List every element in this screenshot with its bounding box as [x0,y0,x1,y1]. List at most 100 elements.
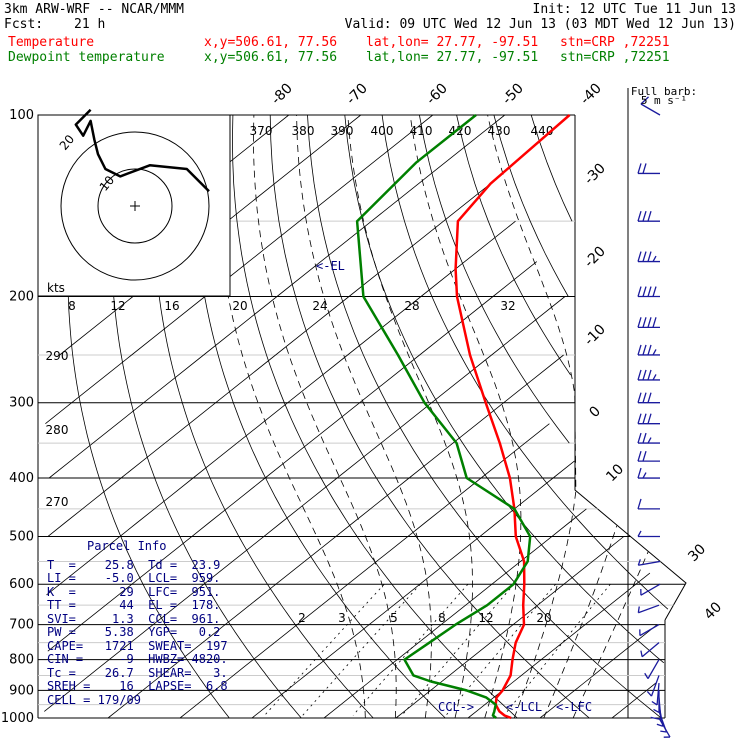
model-title: 3km ARW-WRF -- NCAR/MMM [4,2,185,17]
hodograph-ring [97,168,173,244]
isotherm-line [44,296,566,712]
pressure-tick-label: 400 [9,471,34,486]
moist-adiabat-line [296,114,432,719]
isotherm-label: -20 [581,243,608,270]
pressure-tick-label: 700 [9,618,34,633]
wind-barb-flag [647,317,652,328]
theta-label: 270 [46,495,69,509]
hodograph-units-label: kts [47,281,65,295]
valid-time: Valid: 09 UTC Wed 12 Jun 13 (03 MDT Wed … [344,17,736,32]
wind-barb-flag [647,413,652,424]
pressure-tick-label: 100 [9,108,34,123]
wind-barb [637,286,660,298]
mixing-ratio-line [302,583,421,716]
isotherm-label: -60 [423,80,450,107]
pressure-tick-label: 600 [9,577,34,592]
theta-label: 410 [410,124,433,138]
wind-barb [637,432,660,444]
wind-barb-flag [640,96,649,105]
wind-barb-flag [647,392,652,403]
moist-adiabat-line [347,114,473,719]
dry-adiabat-line [152,114,374,719]
pressure-tick-label: 500 [9,529,34,544]
dry-adiabat-line [344,114,665,664]
wind-barb-staff [650,675,660,697]
moist-adiabat-line [572,551,649,719]
mixing-ratio-line [264,583,385,716]
dewpoint-legend-name: Dewpoint temperature [8,50,165,65]
wind-barb-flag [637,559,641,566]
wind-barb [640,96,661,116]
dry-adiabat-line [493,114,569,297]
mixing-ratio-label: 16 [164,299,179,313]
parcel-info-line: CELL = 179/09 [47,692,141,707]
isotherm-label: 30 [685,541,709,565]
theta-label: 400 [371,124,394,138]
isotherm-label: -70 [343,80,370,107]
wind-barb [637,467,660,479]
parcel-info-line: LI = -5.0 LCL= 959. [47,571,221,585]
wind-barb-flag [642,251,647,262]
ccl-marker: CCL-> [438,700,474,714]
wind-barb-flag [656,723,664,727]
wind-legend-title: Full barb: [631,85,697,98]
pressure-tick-label: 900 [9,683,34,698]
dry-adiabat-line [193,114,446,719]
isotherm-line [48,114,506,479]
wind-barb-flag [642,472,647,479]
isotherm-label: -40 [577,80,604,107]
mixing-ratio-label: 2 [298,611,306,625]
wind-barb [646,675,660,697]
parcel-info-title: Parcel Info [87,539,167,553]
wind-barb-flag [652,255,657,262]
wind-barb [644,659,660,679]
wind-barb [637,604,660,614]
mixing-ratio-label: 20 [232,299,247,313]
mixing-ratio-label: 32 [500,299,515,313]
mixing-ratio-label: 3 [338,611,346,625]
isotherm-line [179,423,550,719]
isotherm-line [251,460,575,719]
dry-adiabat-line [381,114,669,610]
wind-barb [637,498,660,510]
wind-barb-flag [647,369,652,381]
mixing-ratio-label: 28 [404,299,419,313]
wind-barb-flag [642,210,647,222]
wind-barb-flag [647,210,652,222]
isotherm-line [47,261,538,652]
theta-label: 280 [46,423,69,437]
isotherm-label: -10 [581,321,608,348]
theta-label: 390 [331,124,354,138]
mixing-ratio-label: 8 [68,299,76,313]
wind-barb [637,344,660,356]
theta-label: 380 [292,124,315,138]
wind-barb-flag [642,392,647,403]
moist-adiabat-line [253,114,397,719]
temperature-legend-latlon: lat,lon= 27.77, -97.51 [366,35,539,50]
wind-barb-flag [642,369,647,381]
wind-barb-flag [637,467,642,479]
pressure-tick-label: 800 [9,653,34,668]
wind-barb-flag [652,286,657,297]
forecast-label: Fcst: [4,17,44,32]
wind-barb-flag [660,730,667,733]
mixing-ratio-label: 24 [312,299,327,313]
wind-barb-staff [641,642,660,658]
wind-barb-flag [637,344,642,356]
el-marker: <-EL [316,259,345,273]
wind-barb-flag [652,349,657,356]
hodograph-trace [74,108,210,193]
wind-barb-flag [652,374,657,381]
parcel-info-line: CAPE= 1721 SWEAT= 197 [47,638,228,653]
wind-barb [637,317,660,329]
mixing-ratio-label: 12 [110,299,125,313]
mixing-ratio-label: 12 [478,611,493,625]
wind-barb [637,251,660,263]
parcel-info-line: CIN = -9 HWBZ= 4820. [47,652,228,666]
wind-barb [637,559,661,566]
diagram-edge-line [574,115,687,621]
temperature-legend-xy: x,y=506.61, 77.56 [204,35,338,50]
isotherm-line [46,220,516,596]
wind-barb-staff [640,103,661,116]
wind-barb-flag [637,413,642,424]
